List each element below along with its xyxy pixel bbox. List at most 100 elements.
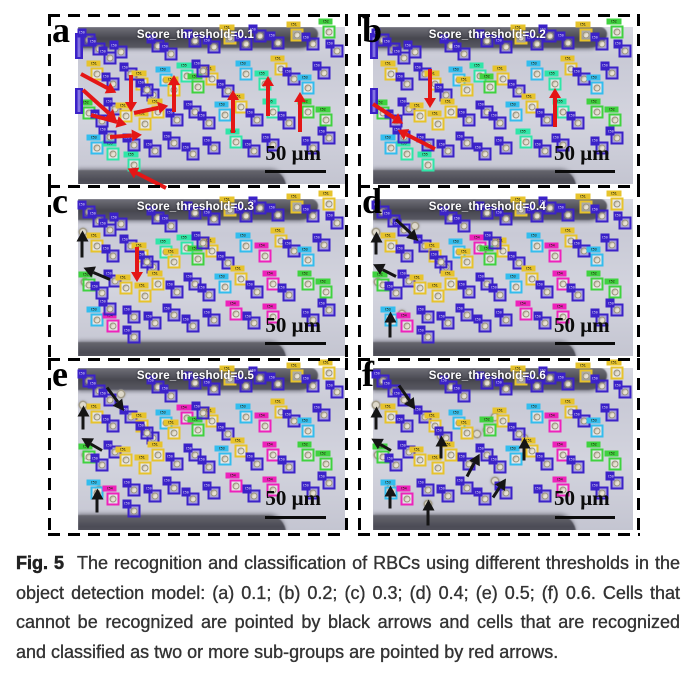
bounding-box xyxy=(119,281,133,295)
detection-box: C53 xyxy=(526,232,544,253)
bounding-box xyxy=(234,444,248,458)
class-label-tag: C50 xyxy=(277,283,287,293)
panel-letter-c: c xyxy=(52,181,68,221)
class-label-tag: C50 xyxy=(191,231,201,241)
detection-box: C50 xyxy=(538,366,557,385)
detection-box: C55 xyxy=(254,70,272,91)
cell-circle xyxy=(191,37,199,45)
detection-box: C50 xyxy=(455,476,474,495)
cell-circle xyxy=(546,204,554,212)
detection-box: C50 xyxy=(403,40,422,59)
class-label-tag: C50 xyxy=(535,452,545,462)
cell-circle xyxy=(517,34,525,42)
cell-circle xyxy=(333,47,341,55)
panel-title: Score_threshold=0.3 xyxy=(136,201,255,214)
cell-circle xyxy=(199,239,207,247)
detection-box: C50 xyxy=(101,72,120,91)
detection-box: C50 xyxy=(98,125,117,144)
micrograph-overlay: Score_threshold=0.3 C50 C50 C50 C50 C50 C50 C50… xyxy=(76,190,345,356)
class-label-tag: C53 xyxy=(448,238,463,245)
cell-circle xyxy=(170,258,178,266)
bounding-box xyxy=(400,492,414,506)
class-label-tag: C51 xyxy=(606,190,622,197)
detection-box: C53 xyxy=(235,232,253,253)
cell-circle xyxy=(226,206,234,214)
detection-box: C50 xyxy=(590,481,609,500)
cell-circle xyxy=(290,75,298,83)
class-label-tag: C50 xyxy=(507,422,517,432)
bounding-box xyxy=(229,135,243,149)
bounding-box xyxy=(239,67,253,81)
class-label-tag: C52 xyxy=(297,270,312,277)
cell-circle xyxy=(496,119,504,127)
detection-box: C50 xyxy=(109,212,128,231)
class-label-tag: C50 xyxy=(605,471,615,481)
class-label-tag: C50 xyxy=(317,298,327,308)
unrecognized-cell xyxy=(116,389,126,399)
class-label-tag: C54 xyxy=(544,242,559,249)
class-label-tag: C50 xyxy=(245,108,255,118)
class-label-tag: C50 xyxy=(183,201,193,211)
bounding-box xyxy=(421,158,435,172)
class-label-tag: C50 xyxy=(434,426,444,436)
detection-box: C50 xyxy=(392,125,411,144)
class-label-tag: C50 xyxy=(455,303,465,313)
detection-box: C50 xyxy=(135,78,154,97)
class-label-tag: C53 xyxy=(380,134,396,141)
cell-circle xyxy=(533,382,541,390)
cell-circle xyxy=(496,463,504,471)
detection-box: C50 xyxy=(452,384,471,403)
class-label-tag: C50 xyxy=(87,209,97,219)
cell-circle xyxy=(143,258,151,266)
cell-circle xyxy=(167,50,175,58)
dashed-border xyxy=(48,358,51,536)
class-label-tag: C50 xyxy=(266,203,276,213)
cell-circle xyxy=(269,313,277,321)
detection-box: C50 xyxy=(457,452,476,471)
class-label-tag: C53 xyxy=(86,306,101,313)
bounding-box xyxy=(590,81,604,95)
class-label-tag: C50 xyxy=(119,62,129,72)
cell-circle xyxy=(333,388,341,396)
cell-circle xyxy=(442,91,450,98)
bounding-box xyxy=(608,113,622,127)
bounding-box xyxy=(301,105,315,119)
bounding-box xyxy=(548,249,562,263)
class-label-tag: C55 xyxy=(176,234,192,241)
bounding-box xyxy=(525,444,539,458)
class-label-tag: C53 xyxy=(297,417,312,424)
bounding-box xyxy=(608,457,622,471)
class-label-tag: C50 xyxy=(457,280,467,290)
cell-circle xyxy=(221,111,229,119)
detection-box: C54 xyxy=(262,476,280,496)
class-label-tag: C51 xyxy=(440,441,455,448)
detection-box: C50 xyxy=(165,280,184,299)
class-label-tag: C50 xyxy=(605,298,615,308)
detection-box: C51 xyxy=(510,24,528,45)
cell-circle xyxy=(141,120,149,128)
cell-circle xyxy=(559,108,567,116)
class-label-tag: C50 xyxy=(216,422,226,432)
class-label-tag: C50 xyxy=(572,239,582,249)
class-label-tag: C50 xyxy=(436,484,446,494)
cell-circle xyxy=(98,461,106,469)
detection-box: C50 xyxy=(143,484,162,503)
class-label-tag: C50 xyxy=(98,388,108,398)
class-label-tag: C50 xyxy=(301,32,311,42)
class-label-tag: C53 xyxy=(505,445,520,452)
class-label-tag: C50 xyxy=(384,109,394,119)
cell-circle xyxy=(465,460,473,468)
cell-circle xyxy=(613,28,621,36)
class-label-tag: C50 xyxy=(135,78,145,88)
cell-circle xyxy=(447,108,455,116)
detection-box: C50 xyxy=(566,283,585,302)
detection-box: C50 xyxy=(143,311,162,330)
cell-circle xyxy=(598,382,606,390)
arrow-shaft xyxy=(374,241,377,255)
detection-box: C50 xyxy=(392,388,411,407)
detection-box: C54 xyxy=(552,303,570,324)
detection-box: C51 xyxy=(115,274,133,295)
cell-circle xyxy=(106,226,114,234)
bounding-box xyxy=(431,461,445,475)
